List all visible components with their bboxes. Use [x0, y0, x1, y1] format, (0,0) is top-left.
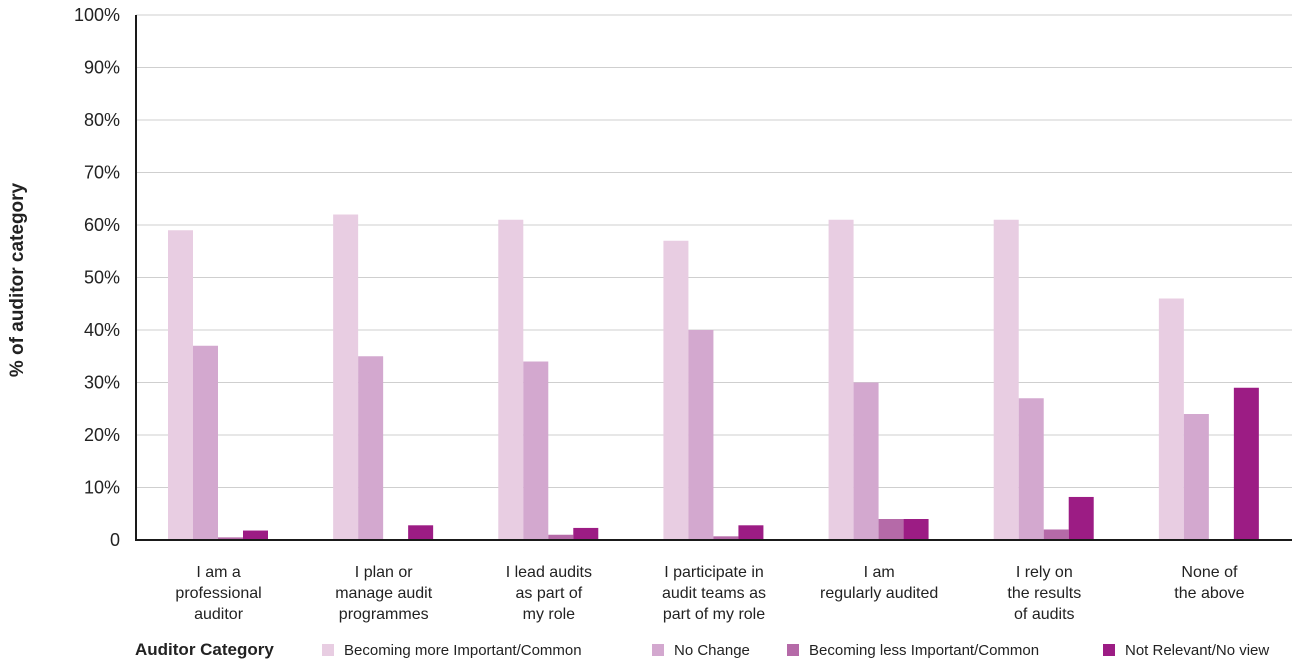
x-category-label: professional — [175, 585, 261, 602]
grid-lines — [136, 14, 1292, 488]
legend-swatch — [322, 644, 334, 656]
bar — [663, 240, 689, 540]
bar — [1233, 387, 1259, 540]
x-category-label: my role — [523, 606, 576, 623]
bar — [878, 519, 904, 540]
legend-item-not-relevant: Not Relevant/No view — [1103, 642, 1269, 659]
legend-label: No Change — [674, 642, 750, 659]
bar — [573, 527, 599, 540]
bar — [548, 534, 574, 540]
legend: Auditor Category Becoming more Important… — [0, 640, 1308, 666]
legend-swatch — [787, 644, 799, 656]
y-tick-label: 40% — [84, 320, 120, 340]
legend-label: Not Relevant/No view — [1125, 642, 1270, 659]
bar — [1068, 496, 1094, 540]
bar — [193, 345, 218, 540]
x-category-label: programmes — [339, 606, 429, 623]
x-category-labels: I am a professional auditor I plan or manage… — [175, 564, 1244, 623]
x-category-label: the results — [1007, 585, 1081, 602]
y-tick-labels: 0 10% 20% 30% 40% 50% 60% 70% 80% 90% 100% — [74, 5, 120, 550]
legend-item-more-important: Becoming more Important/Common — [322, 642, 582, 659]
legend-item-no-change: No Change — [652, 642, 750, 659]
x-category-label: audit teams as — [662, 585, 766, 602]
y-tick-label: 100% — [74, 5, 120, 25]
legend-item-less-important: Becoming less Important/Common — [787, 642, 1039, 659]
bar — [853, 382, 879, 540]
bar — [243, 530, 268, 540]
x-category-label: of audits — [1014, 606, 1074, 623]
bar — [358, 356, 384, 540]
x-category-label: as part of — [516, 585, 583, 602]
y-tick-label: 70% — [84, 163, 120, 183]
legend-swatch — [1103, 644, 1115, 656]
y-tick-label: 50% — [84, 268, 120, 288]
x-category-label: I plan or — [355, 564, 413, 581]
bar — [688, 330, 714, 540]
x-category-label: auditor — [194, 606, 244, 623]
bar — [1158, 298, 1184, 540]
x-category-label: regularly audited — [820, 585, 938, 602]
bar — [713, 536, 739, 540]
bar — [168, 230, 193, 540]
bar — [408, 525, 434, 540]
bar — [903, 519, 929, 540]
bar — [498, 219, 524, 540]
y-tick-label: 30% — [84, 373, 120, 393]
x-category-label: None of — [1181, 564, 1238, 581]
bar — [1183, 414, 1209, 540]
y-tick-label: 0 — [110, 530, 120, 550]
bar — [333, 214, 359, 540]
bar-chart: 0 10% 20% 30% 40% 50% 60% 70% 80% 90% 100% I am a p… — [7, 5, 1292, 623]
x-category-label: I am a — [196, 564, 241, 581]
x-category-label: manage audit — [335, 585, 433, 602]
bar — [523, 361, 549, 540]
bar — [1043, 529, 1069, 540]
x-category-label: the above — [1174, 585, 1244, 602]
y-tick-label: 20% — [84, 425, 120, 445]
x-category-label: part of my role — [663, 606, 765, 623]
x-category-label: I lead audits — [506, 564, 592, 581]
bar — [993, 219, 1019, 540]
x-category-label: I am — [864, 564, 895, 581]
bar — [1018, 398, 1044, 540]
y-tick-label: 60% — [84, 215, 120, 235]
legend-title: Auditor Category — [135, 640, 274, 659]
x-category-label: I rely on — [1016, 564, 1073, 581]
legend-swatch — [652, 644, 664, 656]
bar-group — [168, 214, 1259, 540]
legend-label: Becoming less Important/Common — [809, 642, 1040, 659]
axes — [135, 15, 1292, 541]
y-axis-label: % of auditor category — [7, 182, 28, 377]
x-category-label: I participate in — [664, 564, 764, 581]
bar — [738, 525, 764, 540]
legend-label: Becoming more Important/Common — [344, 642, 582, 659]
y-tick-label: 90% — [84, 58, 120, 78]
y-tick-label: 10% — [84, 478, 120, 498]
y-tick-label: 80% — [84, 110, 120, 130]
bar — [218, 537, 243, 540]
bar — [828, 219, 854, 540]
